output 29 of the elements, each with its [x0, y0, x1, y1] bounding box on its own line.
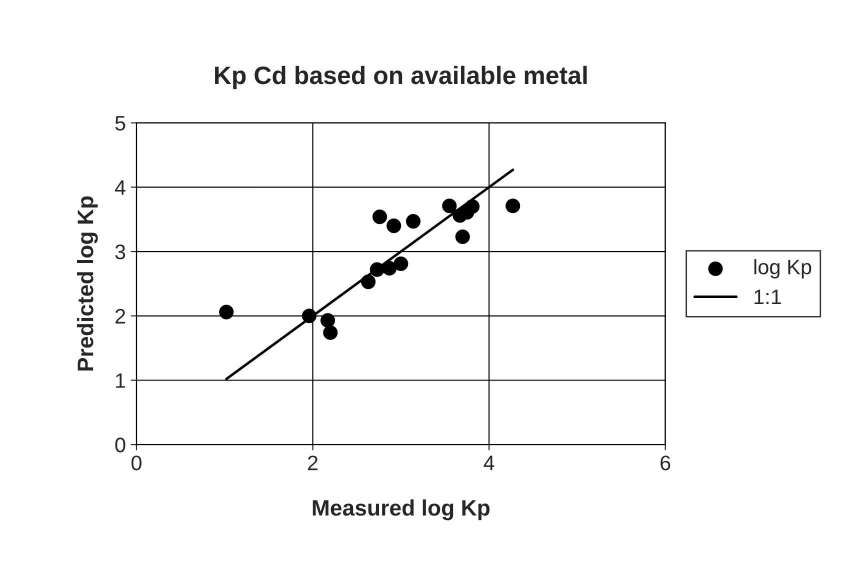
x-tick-label: 6: [660, 456, 670, 470]
point: [361, 274, 376, 290]
chart-title: Kp Cd based on available metal: [215, 66, 587, 90]
point: [455, 229, 470, 244]
point: [386, 218, 402, 234]
point: [320, 313, 336, 328]
y-tick-label: 5: [115, 116, 126, 131]
y-tick-label: 3: [115, 244, 126, 260]
y-tick-label: 4: [114, 180, 126, 195]
point: [302, 308, 317, 324]
point: [506, 198, 520, 214]
point: [394, 256, 408, 272]
x-axis-title: Measured log Kp: [312, 499, 490, 520]
y-tick-label: 2: [116, 308, 126, 324]
point: [372, 210, 388, 224]
y-axis-title: Predicted log Kp: [77, 196, 98, 371]
y-tick-label: 1: [116, 373, 126, 388]
point: [370, 262, 384, 277]
point: [219, 304, 234, 320]
x-tick-label: 4: [484, 456, 494, 470]
point: [382, 260, 397, 276]
x-tick-label: 2: [308, 456, 318, 470]
point: [323, 325, 338, 340]
point: [406, 214, 421, 229]
y-tick-label: 0: [115, 438, 126, 452]
legend-label: 1:1: [754, 290, 781, 304]
x-tick-label: 0: [132, 456, 142, 470]
point: [442, 198, 457, 214]
legend-label: log Kp: [754, 259, 812, 279]
